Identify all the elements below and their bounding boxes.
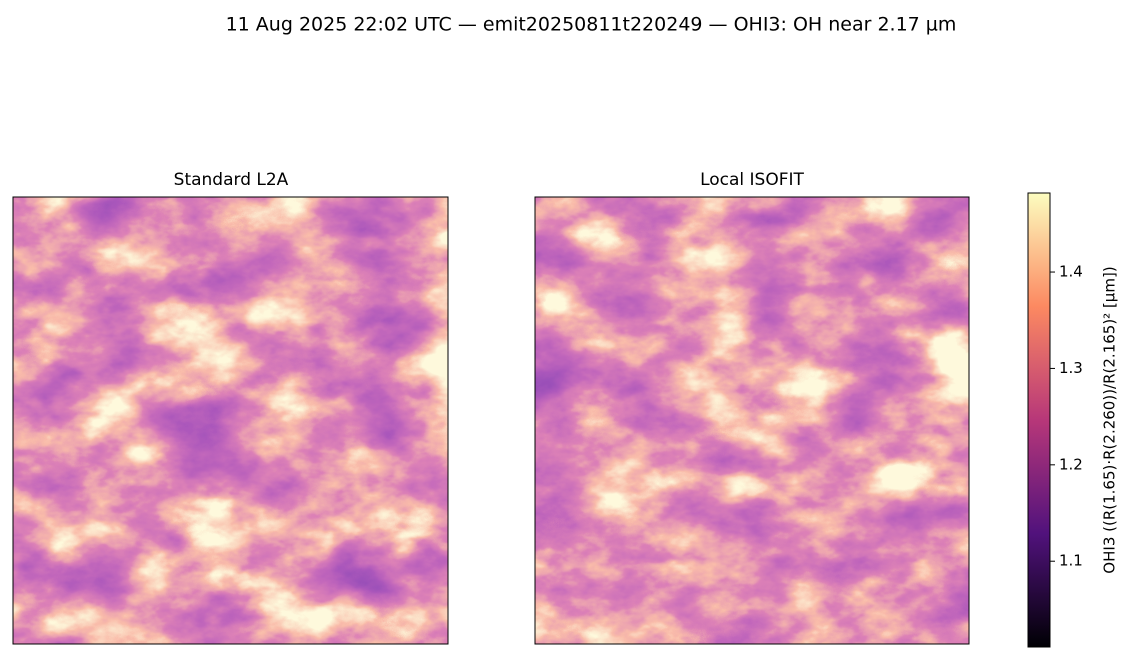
- panel: Standard L2A: [12, 170, 449, 645]
- frame: [12, 196, 449, 645]
- panel-title: Local ISOFIT: [700, 170, 804, 190]
- colorbar-tick-label: 1.4: [1059, 263, 1083, 281]
- colorbar: [1027, 192, 1051, 648]
- image: [535, 197, 969, 644]
- colorbar-tick-label: 1.3: [1059, 359, 1083, 377]
- colorbar-tick-label: 1.2: [1059, 455, 1083, 473]
- frame: [534, 196, 970, 645]
- figure-title: 11 Aug 2025 22:02 UTC — emit20250811t220…: [226, 14, 957, 36]
- panel-title: Standard L2A: [174, 170, 289, 190]
- colorbar-label: OHI3 ((R(1.65)·R(2.260))/R(2.165)² [µm]): [1101, 266, 1119, 573]
- panel: Local ISOFIT: [534, 170, 970, 645]
- colorbar-tick-label: 1.1: [1059, 552, 1083, 570]
- image: [13, 197, 448, 644]
